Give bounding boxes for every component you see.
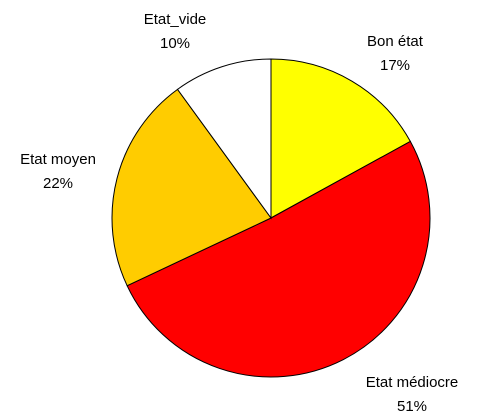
pie-slice [126, 140, 431, 378]
pie-slice [270, 58, 412, 219]
pie-slice [111, 88, 272, 287]
pie-slice [176, 58, 272, 220]
slice-label: Etat moyen [20, 151, 96, 168]
slice-value-label: 17% [380, 57, 410, 74]
slice-value-label: 10% [160, 35, 190, 52]
slice-label: Bon état [367, 33, 424, 50]
slice-value-label: 51% [397, 398, 427, 414]
slice-value-label: 22% [43, 175, 73, 192]
slice-label: Etat médiocre [366, 374, 459, 391]
slice-label: Etat_vide [144, 11, 207, 28]
